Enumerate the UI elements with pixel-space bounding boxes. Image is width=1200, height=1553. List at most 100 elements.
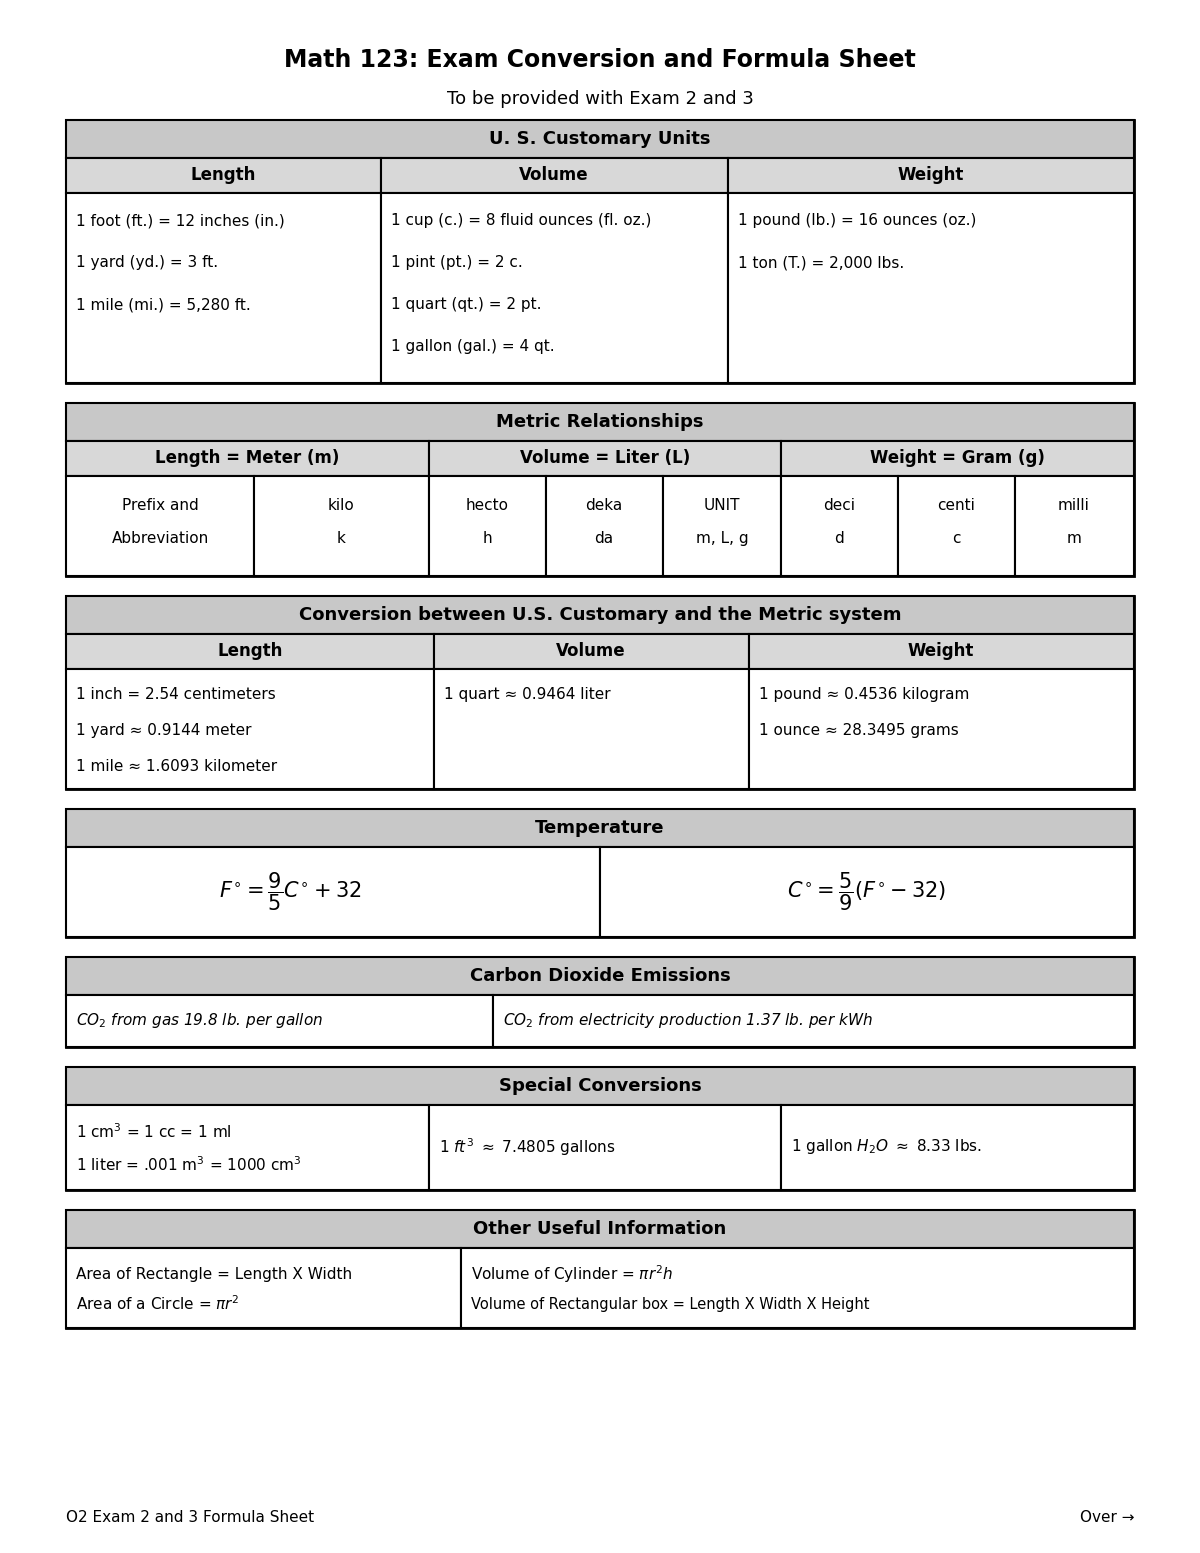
Text: Weight: Weight: [908, 641, 974, 660]
Bar: [66, 596, 1134, 789]
Text: Volume: Volume: [556, 641, 626, 660]
Text: kilo: kilo: [328, 499, 354, 512]
Text: Metric Relationships: Metric Relationships: [497, 413, 703, 432]
Bar: [254, 477, 430, 576]
Bar: [66, 402, 1134, 576]
Bar: [781, 1106, 1134, 1190]
Bar: [66, 441, 430, 477]
Bar: [66, 158, 382, 193]
Text: $CO_2$ from gas 19.8 lb. per gallon: $CO_2$ from gas 19.8 lb. per gallon: [76, 1011, 323, 1031]
Text: Over →: Over →: [1080, 1510, 1134, 1525]
Bar: [66, 957, 1134, 1047]
Text: Special Conversions: Special Conversions: [499, 1076, 701, 1095]
Bar: [781, 477, 898, 576]
Text: Weight = Gram (g): Weight = Gram (g): [870, 449, 1044, 467]
Bar: [382, 158, 728, 193]
Bar: [66, 120, 1134, 158]
Text: O2 Exam 2 and 3 Formula Sheet: O2 Exam 2 and 3 Formula Sheet: [66, 1510, 314, 1525]
Text: 1 quart (qt.) = 2 pt.: 1 quart (qt.) = 2 pt.: [391, 297, 541, 312]
Text: UNIT: UNIT: [703, 499, 740, 512]
Bar: [749, 634, 1134, 669]
Text: milli: milli: [1058, 499, 1090, 512]
Text: Area of Rectangle = Length X Width: Area of Rectangle = Length X Width: [76, 1267, 352, 1281]
Text: Weight: Weight: [898, 166, 964, 183]
Bar: [434, 634, 749, 669]
Bar: [728, 158, 1134, 193]
Text: 1 cm$^3$ = 1 cc = 1 ml: 1 cm$^3$ = 1 cc = 1 ml: [76, 1123, 232, 1141]
Bar: [66, 193, 382, 384]
Text: da: da: [594, 531, 613, 547]
Text: 1 foot (ft.) = 12 inches (in.): 1 foot (ft.) = 12 inches (in.): [76, 213, 284, 228]
Text: 1 liter = .001 m$^3$ = 1000 cm$^3$: 1 liter = .001 m$^3$ = 1000 cm$^3$: [76, 1155, 301, 1174]
Text: 1 cup (c.) = 8 fluid ounces (fl. oz.): 1 cup (c.) = 8 fluid ounces (fl. oz.): [391, 213, 652, 228]
Text: Volume: Volume: [520, 166, 589, 183]
Text: Other Useful Information: Other Useful Information: [473, 1221, 727, 1238]
Text: Volume = Liter (L): Volume = Liter (L): [520, 449, 690, 467]
Bar: [66, 596, 1134, 634]
Text: $C^{\circ}=\dfrac{5}{9}(F^{\circ}-32)$: $C^{\circ}=\dfrac{5}{9}(F^{\circ}-32)$: [787, 871, 947, 913]
Text: 1 mile ≈ 1.6093 kilometer: 1 mile ≈ 1.6093 kilometer: [76, 759, 277, 773]
Text: deka: deka: [586, 499, 623, 512]
Text: 1 quart ≈ 0.9464 liter: 1 quart ≈ 0.9464 liter: [444, 686, 611, 702]
Text: Conversion between U.S. Customary and the Metric system: Conversion between U.S. Customary and th…: [299, 606, 901, 624]
Bar: [66, 477, 254, 576]
Bar: [66, 809, 1134, 936]
Text: Prefix and: Prefix and: [121, 499, 198, 512]
Text: 1 yard (yd.) = 3 ft.: 1 yard (yd.) = 3 ft.: [76, 255, 218, 270]
Text: 1 mile (mi.) = 5,280 ft.: 1 mile (mi.) = 5,280 ft.: [76, 297, 251, 312]
Text: 1 gallon $H_2O$ $\approx$ 8.33 lbs.: 1 gallon $H_2O$ $\approx$ 8.33 lbs.: [791, 1137, 982, 1157]
Text: m, L, g: m, L, g: [696, 531, 749, 547]
Bar: [1015, 477, 1134, 576]
Bar: [66, 995, 493, 1047]
Bar: [66, 1067, 1134, 1106]
Bar: [66, 402, 1134, 441]
Text: Area of a Circle = $\pi r^2$: Area of a Circle = $\pi r^2$: [76, 1295, 240, 1314]
Text: U. S. Customary Units: U. S. Customary Units: [490, 130, 710, 148]
Text: Length = Meter (m): Length = Meter (m): [155, 449, 340, 467]
Text: 1 pint (pt.) = 2 c.: 1 pint (pt.) = 2 c.: [391, 255, 523, 270]
Bar: [546, 477, 662, 576]
Text: Abbreviation: Abbreviation: [112, 531, 209, 547]
Bar: [66, 1210, 1134, 1328]
Bar: [728, 193, 1134, 384]
Bar: [66, 1067, 1134, 1190]
Text: Length: Length: [191, 166, 256, 183]
Bar: [66, 634, 434, 669]
Text: c: c: [952, 531, 960, 547]
Bar: [382, 193, 728, 384]
Bar: [749, 669, 1134, 789]
Bar: [66, 669, 434, 789]
Text: 1 ounce ≈ 28.3495 grams: 1 ounce ≈ 28.3495 grams: [760, 724, 959, 738]
Text: $F^{\circ}=\dfrac{9}{5}C^{\circ}+32$: $F^{\circ}=\dfrac{9}{5}C^{\circ}+32$: [218, 871, 361, 913]
Text: 1 gallon (gal.) = 4 qt.: 1 gallon (gal.) = 4 qt.: [391, 339, 554, 354]
Bar: [66, 1106, 430, 1190]
Text: Temperature: Temperature: [535, 818, 665, 837]
Text: 1 inch = 2.54 centimeters: 1 inch = 2.54 centimeters: [76, 686, 276, 702]
Bar: [600, 846, 1134, 936]
Text: To be provided with Exam 2 and 3: To be provided with Exam 2 and 3: [446, 90, 754, 109]
Bar: [66, 846, 600, 936]
Bar: [434, 669, 749, 789]
Bar: [461, 1249, 1134, 1328]
Text: $CO_2$ from electricity production 1.37 lb. per kWh: $CO_2$ from electricity production 1.37 …: [503, 1011, 872, 1031]
Bar: [66, 120, 1134, 384]
Text: deci: deci: [823, 499, 854, 512]
Bar: [430, 1106, 781, 1190]
Text: 1 pound ≈ 0.4536 kilogram: 1 pound ≈ 0.4536 kilogram: [760, 686, 970, 702]
Text: Math 123: Exam Conversion and Formula Sheet: Math 123: Exam Conversion and Formula Sh…: [284, 48, 916, 71]
Text: h: h: [482, 531, 492, 547]
Bar: [430, 441, 781, 477]
Text: d: d: [834, 531, 844, 547]
Text: 1 ton (T.) = 2,000 lbs.: 1 ton (T.) = 2,000 lbs.: [738, 255, 905, 270]
Bar: [66, 957, 1134, 995]
Bar: [66, 1210, 1134, 1249]
Text: m: m: [1067, 531, 1081, 547]
Text: Carbon Dioxide Emissions: Carbon Dioxide Emissions: [469, 968, 731, 985]
Bar: [662, 477, 781, 576]
Text: centi: centi: [937, 499, 974, 512]
Bar: [898, 477, 1015, 576]
Text: 1 yard ≈ 0.9144 meter: 1 yard ≈ 0.9144 meter: [76, 724, 252, 738]
Bar: [66, 809, 1134, 846]
Text: k: k: [336, 531, 346, 547]
Text: Volume of Rectangular box = Length X Width X Height: Volume of Rectangular box = Length X Wid…: [470, 1297, 870, 1311]
